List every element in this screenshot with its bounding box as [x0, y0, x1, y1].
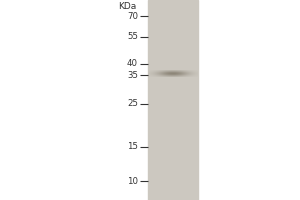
Text: 40: 40: [127, 59, 138, 68]
Text: 35: 35: [127, 71, 138, 80]
Bar: [148, 0, 198, 200]
Text: 15: 15: [127, 142, 138, 151]
Text: 55: 55: [127, 32, 138, 41]
Text: 70: 70: [127, 12, 138, 21]
Text: KDa: KDa: [118, 2, 136, 11]
Text: 25: 25: [127, 99, 138, 108]
Text: 10: 10: [127, 177, 138, 186]
